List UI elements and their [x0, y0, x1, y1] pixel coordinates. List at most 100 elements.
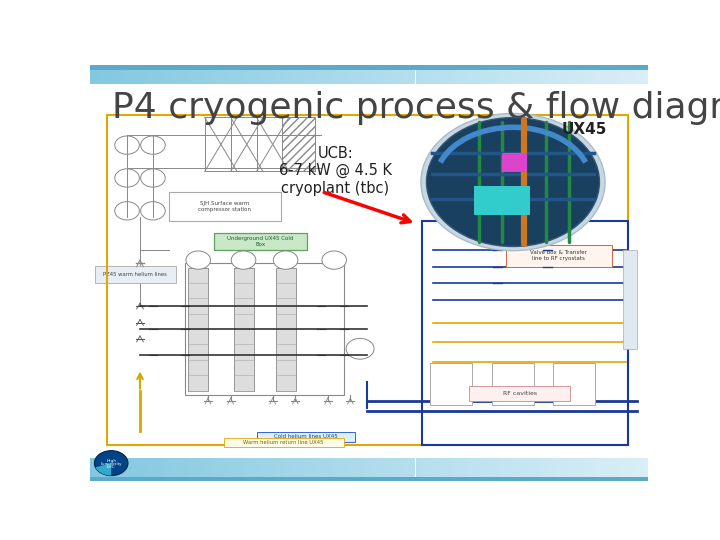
Bar	[532, 65, 536, 84]
Wedge shape	[96, 463, 111, 476]
Bar	[369, 65, 374, 84]
Bar	[132, 458, 137, 481]
Bar	[457, 458, 462, 481]
Text: PZ45 warm helium lines: PZ45 warm helium lines	[103, 272, 167, 277]
Bar	[211, 458, 215, 481]
Bar	[355, 65, 360, 84]
Bar	[429, 458, 434, 481]
Bar	[215, 65, 220, 84]
Bar	[513, 458, 518, 481]
Bar	[155, 458, 160, 481]
Bar	[559, 65, 564, 84]
Bar	[469, 386, 570, 401]
Circle shape	[231, 251, 256, 269]
Bar	[508, 65, 513, 84]
Bar	[402, 65, 406, 84]
Bar	[411, 458, 415, 481]
Bar	[318, 65, 323, 84]
Bar	[574, 65, 578, 84]
Circle shape	[114, 201, 140, 220]
Bar	[90, 65, 648, 70]
Bar	[625, 65, 629, 84]
Bar	[127, 458, 132, 481]
Bar	[188, 267, 208, 390]
Bar	[392, 65, 397, 84]
Bar	[611, 65, 616, 84]
Bar	[422, 221, 629, 446]
Bar	[90, 477, 648, 481]
Bar	[415, 65, 420, 84]
Bar	[495, 65, 499, 84]
Bar	[174, 458, 179, 481]
Text: RF cavities: RF cavities	[503, 391, 536, 396]
Bar	[256, 117, 289, 171]
Bar	[185, 264, 344, 395]
Bar	[555, 458, 559, 481]
Bar	[434, 65, 438, 84]
Bar	[304, 65, 309, 84]
Bar	[406, 65, 411, 84]
Bar	[616, 65, 620, 84]
Bar	[118, 65, 122, 84]
Bar	[639, 65, 644, 84]
Bar	[474, 186, 530, 215]
Bar	[206, 65, 211, 84]
Bar	[99, 65, 104, 84]
Bar	[271, 65, 276, 84]
Bar	[150, 65, 155, 84]
Bar	[578, 65, 583, 84]
Bar	[141, 65, 145, 84]
Circle shape	[140, 136, 165, 154]
Bar	[485, 458, 490, 481]
Bar	[476, 458, 481, 481]
Bar	[309, 458, 313, 481]
Bar	[518, 65, 523, 84]
Bar	[397, 65, 402, 84]
Bar	[383, 458, 387, 481]
Circle shape	[114, 136, 140, 154]
Bar	[169, 65, 174, 84]
Bar	[606, 65, 611, 84]
Bar	[145, 65, 150, 84]
Bar	[137, 458, 141, 481]
Bar	[574, 458, 578, 481]
Bar	[397, 458, 402, 481]
Bar	[444, 458, 448, 481]
Bar	[453, 65, 457, 84]
Bar	[606, 458, 611, 481]
Bar	[233, 267, 253, 390]
Bar	[490, 65, 495, 84]
Bar	[425, 458, 429, 481]
Bar	[341, 458, 346, 481]
Bar	[481, 65, 485, 84]
Text: P4 cryogenic process & flow diagram: P4 cryogenic process & flow diagram	[112, 91, 720, 125]
Bar	[215, 233, 307, 250]
Bar	[504, 458, 508, 481]
Bar	[351, 65, 355, 84]
Bar	[508, 458, 513, 481]
Bar	[327, 458, 332, 481]
Text: Warm helium return line UX45: Warm helium return line UX45	[243, 440, 324, 445]
Bar	[374, 65, 378, 84]
Text: SJH Surface warm
compressor station: SJH Surface warm compressor station	[199, 201, 251, 212]
Bar	[309, 65, 313, 84]
Bar	[499, 65, 504, 84]
Bar	[472, 458, 476, 481]
Bar	[234, 458, 239, 481]
Bar	[593, 65, 597, 84]
Circle shape	[140, 169, 165, 187]
Bar	[541, 458, 546, 481]
Bar	[318, 458, 323, 481]
Bar	[629, 65, 634, 84]
Bar	[197, 65, 202, 84]
Bar	[300, 458, 304, 481]
Bar	[639, 458, 644, 481]
Bar	[550, 65, 555, 84]
Text: Luminosity: Luminosity	[101, 462, 122, 466]
Bar	[597, 458, 601, 481]
Bar	[225, 458, 230, 481]
Bar	[248, 458, 253, 481]
Bar	[453, 458, 457, 481]
Bar	[616, 458, 620, 481]
Bar	[481, 458, 485, 481]
